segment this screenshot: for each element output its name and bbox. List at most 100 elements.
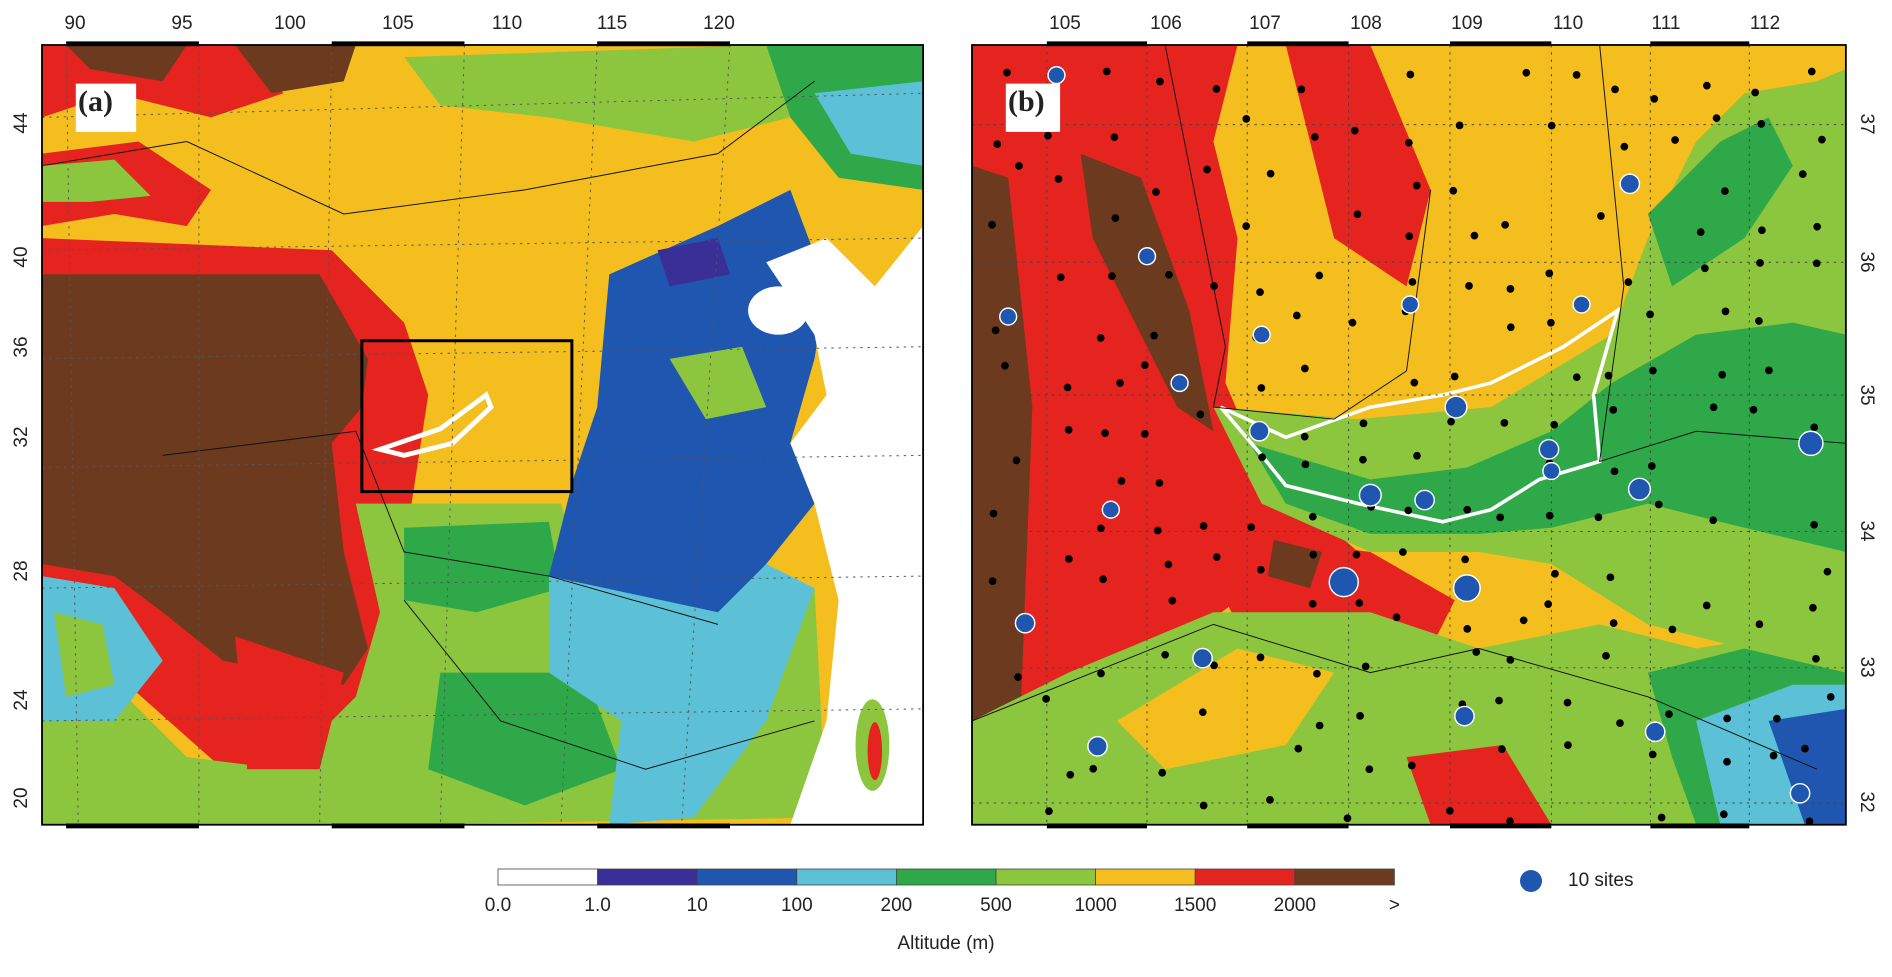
site-dot xyxy=(1210,661,1218,670)
site-dot xyxy=(1150,331,1158,340)
site-marker xyxy=(1542,461,1561,481)
site-marker xyxy=(1252,325,1271,344)
site-dot xyxy=(1097,524,1105,533)
site-marker xyxy=(1170,373,1189,393)
left-tick-label: 28 xyxy=(11,560,32,581)
site-dot xyxy=(1551,569,1559,578)
site-dot xyxy=(1757,120,1766,128)
colorbar-segment xyxy=(497,868,598,886)
site-dot xyxy=(1602,651,1610,660)
colorbar-label: 100 xyxy=(781,895,813,916)
site-dot xyxy=(1500,418,1509,427)
site-dot xyxy=(1470,231,1479,240)
site-dot xyxy=(1709,403,1718,412)
site-dot xyxy=(1723,714,1732,723)
site-dot xyxy=(988,577,997,585)
colorbar-segment xyxy=(796,868,897,886)
site-dot xyxy=(1812,654,1820,663)
top-tick-label: 107 xyxy=(1249,13,1281,34)
site-dot xyxy=(1064,425,1073,434)
site-marker xyxy=(1014,612,1036,634)
site-dot xyxy=(1648,750,1657,759)
top-tick-label: 108 xyxy=(1350,13,1382,34)
top-tick-label: 90 xyxy=(64,13,85,34)
site-dot xyxy=(1650,95,1659,103)
site-dot xyxy=(1751,88,1760,97)
site-dot xyxy=(1108,272,1116,280)
site-dot xyxy=(1550,420,1559,429)
site-dot xyxy=(1405,232,1414,241)
site-dot xyxy=(1156,77,1164,86)
site-dot xyxy=(1199,522,1208,530)
left-tick-label: 20 xyxy=(11,787,32,808)
site-dot xyxy=(1773,714,1781,723)
site-dot xyxy=(1812,259,1821,268)
site-marker xyxy=(1137,247,1157,266)
site-dot xyxy=(1405,138,1413,147)
site-dot xyxy=(1266,796,1274,804)
colorbar-segment xyxy=(995,868,1096,886)
site-dot xyxy=(1198,708,1207,717)
site-dot xyxy=(1045,807,1053,816)
site-marker xyxy=(1444,395,1468,419)
site-dot xyxy=(1258,453,1267,462)
site-dot xyxy=(1161,650,1169,659)
site-dot xyxy=(1042,695,1050,703)
site-dot xyxy=(1165,270,1173,279)
site-dot xyxy=(1365,765,1374,774)
site-dot xyxy=(989,509,998,518)
top-tick-label: 111 xyxy=(1652,13,1681,34)
top-tick-label: 112 xyxy=(1750,13,1780,34)
site-dot xyxy=(1721,307,1730,316)
site-dot xyxy=(1089,764,1098,773)
site-dot xyxy=(1001,361,1009,370)
top-tick-label: 120 xyxy=(703,13,735,34)
site-dot xyxy=(1408,278,1417,286)
site-dot xyxy=(1164,560,1173,569)
site-dot xyxy=(1654,500,1663,509)
top-tick-label: 106 xyxy=(1150,13,1182,34)
right-tick-label: 33 xyxy=(1856,656,1877,677)
site-dot xyxy=(1519,616,1528,625)
left-tick-label: 40 xyxy=(11,246,32,267)
site-dot xyxy=(1823,567,1832,576)
site-dot xyxy=(1301,460,1310,469)
site-marker xyxy=(1192,647,1213,669)
site-dot xyxy=(1718,370,1727,379)
panel-label: (b) xyxy=(1008,85,1045,118)
site-marker xyxy=(1087,735,1108,757)
site-dot xyxy=(1701,264,1709,273)
site-marker xyxy=(1400,295,1420,314)
site-dot xyxy=(1769,751,1778,760)
site-dot xyxy=(1506,656,1515,664)
site-dot xyxy=(1152,188,1160,196)
right-tick-label: 35 xyxy=(1856,384,1877,405)
site-dot xyxy=(1455,121,1464,130)
site-dot xyxy=(1012,456,1021,465)
site-dot xyxy=(1003,68,1011,77)
site-dot xyxy=(1810,520,1819,529)
colorbar-label: 10 xyxy=(687,895,708,916)
site-dot xyxy=(1111,214,1120,222)
site-dot xyxy=(1294,744,1303,753)
legend-label: 10 sites xyxy=(1568,870,1633,891)
site-dot xyxy=(1212,85,1221,93)
site-dot xyxy=(1199,801,1208,810)
site-dot xyxy=(1313,669,1321,678)
colorbar-label: > xyxy=(1389,895,1400,916)
site-dot xyxy=(1597,212,1605,220)
site-dot xyxy=(1506,323,1515,332)
site-dot xyxy=(993,140,1002,148)
site-dot xyxy=(1818,135,1826,144)
site-dot xyxy=(1461,555,1470,564)
site-dot xyxy=(1696,228,1705,236)
site-dot xyxy=(1719,810,1728,819)
top-tick-label: 109 xyxy=(1451,13,1483,34)
site-dot xyxy=(1410,378,1419,387)
site-dot xyxy=(1301,364,1309,373)
site-dot xyxy=(1203,165,1211,174)
right-tick-label: 32 xyxy=(1856,791,1877,812)
site-dot xyxy=(1348,318,1357,327)
site-dot xyxy=(1196,410,1205,419)
site-dot xyxy=(1646,310,1654,319)
